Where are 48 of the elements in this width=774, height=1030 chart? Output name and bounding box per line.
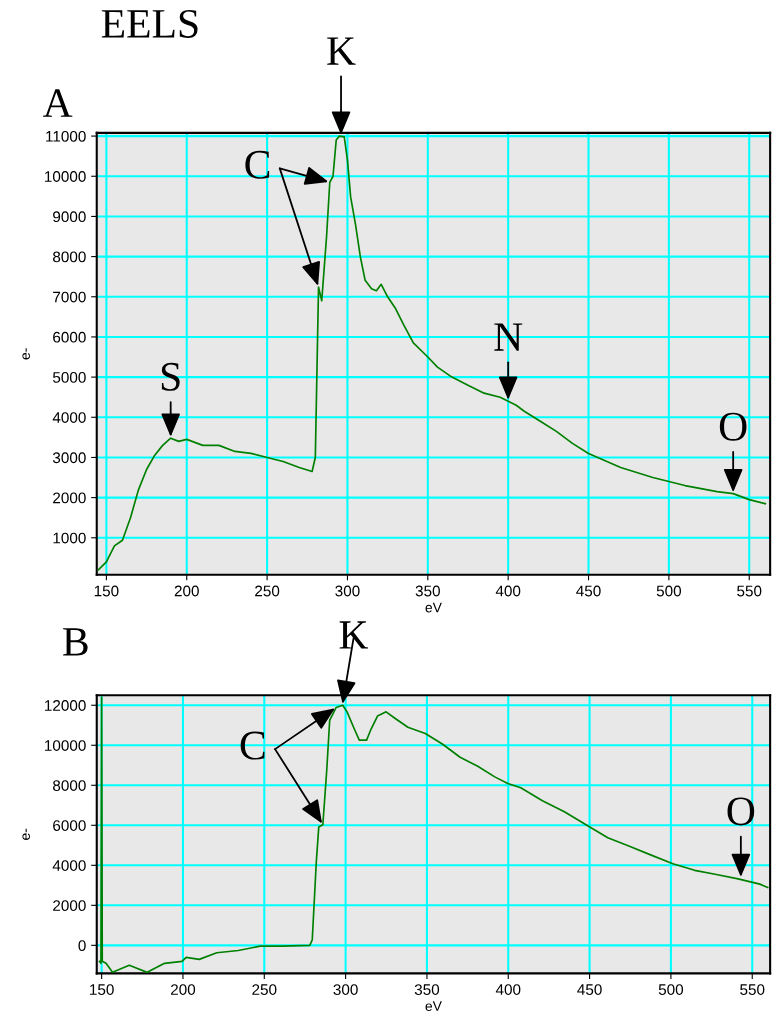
x-tick-label: 350 [414, 984, 440, 995]
line-series [98, 696, 769, 974]
x-tick-label: 500 [658, 984, 684, 995]
x-tick-label: 200 [174, 585, 199, 597]
x-tick-label: 350 [415, 585, 440, 597]
x-tick-label: 450 [576, 585, 601, 597]
y-tick-label: 11000 [46, 130, 86, 142]
y-tick-label: 6000 [53, 331, 86, 343]
annotation: K [339, 621, 369, 649]
x-axis-title: eV [425, 1001, 442, 1011]
x-tick-label: 400 [495, 585, 521, 597]
x-tick-label: 450 [577, 984, 602, 995]
y-axis-title: e- [22, 828, 30, 840]
x-tick-label: 150 [94, 585, 119, 597]
y-tick-label: 9000 [53, 211, 86, 223]
line-series [97, 135, 767, 571]
y-tick-label: 6000 [53, 820, 86, 831]
y-tick-label: 8000 [53, 251, 86, 263]
y-tick-label: 0 [78, 940, 86, 952]
x-tick-label: 150 [90, 984, 114, 995]
y-tick-label: 3000 [52, 452, 86, 464]
y-tick-label: 10000 [45, 171, 86, 182]
y-tick-label: 4000 [52, 860, 86, 871]
y-tick-label: 2000 [53, 492, 86, 504]
y-axis-title: e- [22, 348, 30, 360]
annotation: K [327, 37, 356, 65]
x-tick-label: 200 [170, 984, 196, 995]
x-tick-label: 550 [740, 984, 765, 995]
x-tick-label: 250 [252, 984, 277, 995]
x-tick-label: 300 [333, 984, 358, 995]
chart-title: B [63, 628, 88, 656]
y-tick-label: 12000 [45, 700, 86, 711]
y-tick-label: 2000 [53, 900, 86, 912]
y-tick-label: 1000 [53, 532, 86, 544]
chart-title: EELS [101, 9, 198, 38]
x-tick-label: 250 [255, 585, 280, 597]
x-tick-label: 300 [335, 585, 360, 597]
annotation: O [719, 412, 747, 441]
y-tick-label: 10000 [45, 740, 86, 751]
x-tick-label: 550 [737, 585, 762, 597]
y-tick-label: 8000 [53, 780, 86, 791]
x-tick-label: 500 [656, 585, 682, 597]
y-tick-label: 5000 [52, 371, 86, 383]
chart-subtitle: A [42, 89, 73, 117]
y-tick-label: 4000 [52, 412, 86, 423]
y-tick-label: 7000 [53, 291, 86, 303]
x-tick-label: 400 [495, 984, 521, 995]
x-axis-title: eV [425, 602, 442, 613]
